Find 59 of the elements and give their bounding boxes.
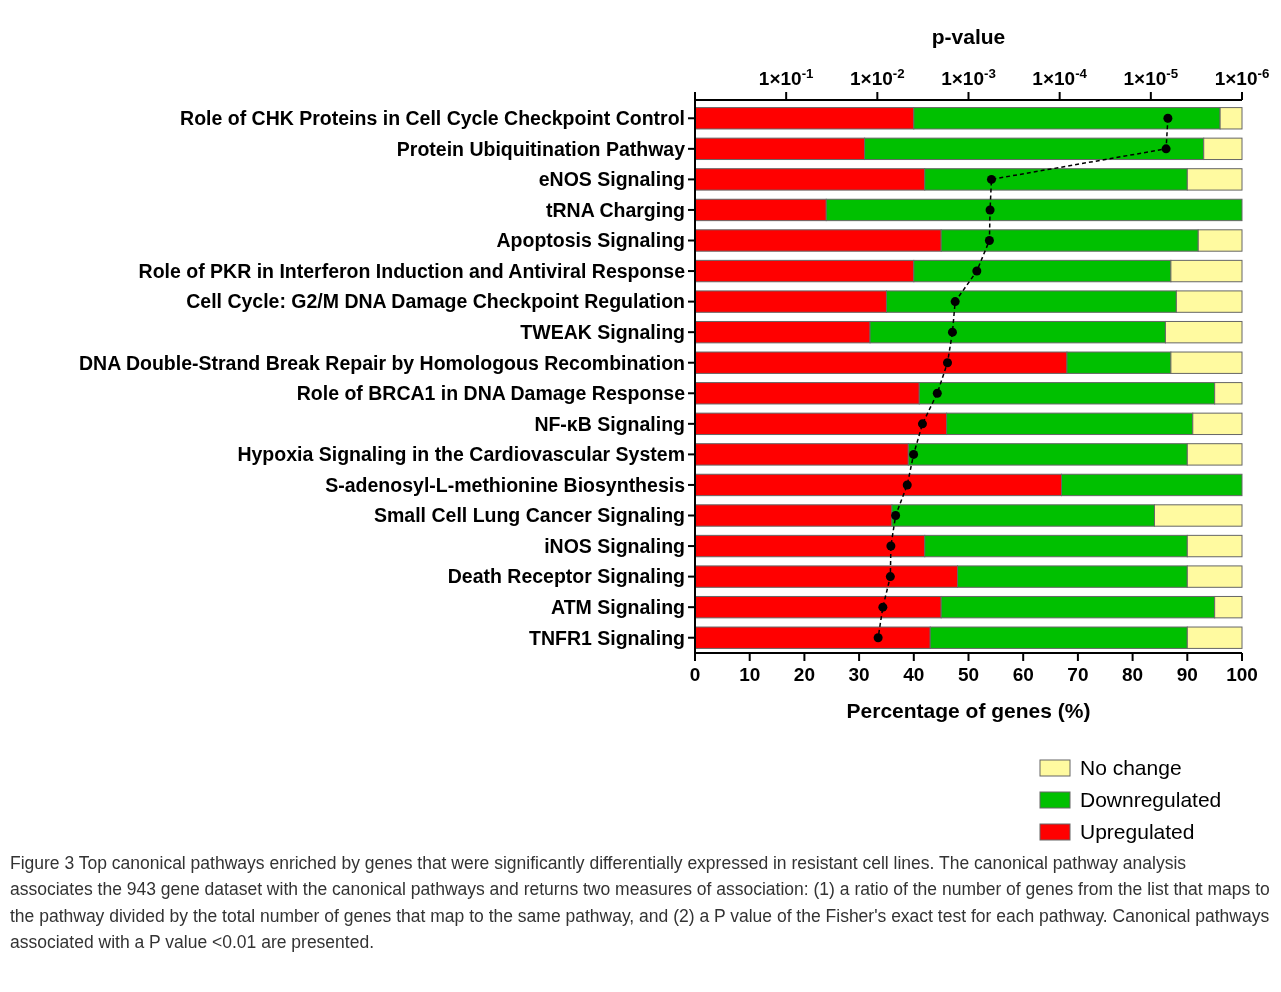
point (985, 205, 995, 215)
y-tick-label: ATM Signaling (551, 595, 685, 618)
y-tick-label: Small Cell Lung Cancer Signaling (374, 504, 685, 527)
point (878, 602, 888, 612)
y-tick-label: Death Receptor Signaling (447, 565, 685, 588)
x-tick-label: 10 (739, 664, 761, 685)
y-tick-label: Role of PKR in Interferon Induction and Antiviral Response (138, 259, 686, 282)
x2-tick-label: 1×10$^{-5}$ (1123, 65, 1179, 89)
y-tick-label: Apoptosis Signaling (496, 229, 685, 252)
point (932, 388, 942, 398)
y-tick-label: tRNA Charging (545, 198, 685, 221)
y-tick-label: iNOS Signaling (544, 534, 685, 557)
y-tick-label: TNFR1 Signaling (529, 626, 685, 649)
point (891, 511, 901, 520)
x-tick-label: 0 (689, 664, 701, 685)
x-tick-label: 90 (1176, 664, 1198, 685)
y-tick-label: Cell Cycle: G2/M DNA Damage Checkpoint Regulation (186, 290, 685, 313)
x-tick-label: 20 (793, 664, 815, 685)
caption: Figure 3 Top canonical pathways enriched by genes that were significantly differentially expressed in resistant cell lines. The canonical pathway analysis associates the 943 gene dataset with the canonical pathways and returns two measures of association: (1) a ratio of the number of genes from the list that maps to the pathway divided by the total number of genes that map to the same pathway, and (2) a P value of the Fisher's exact test for each pathway. Canonical pathways associated with a P value <0.01 are presented. (10, 852, 1271, 954)
x-tick-label: 50 (957, 664, 980, 685)
legend-label: Upregulated (1080, 820, 1195, 844)
x2-tick-label: 1×10$^{-6}$ (1214, 65, 1270, 89)
x-tick-label: 100 (1226, 664, 1258, 685)
point (950, 297, 960, 307)
y-tick-label: Protein Ubiquitination Pathway (396, 137, 686, 160)
x-tick-label: 40 (903, 664, 925, 685)
point (984, 236, 994, 245)
point (886, 541, 896, 551)
legend-label: No change (1080, 756, 1182, 780)
x-tick-label: 70 (1067, 664, 1089, 685)
point (972, 266, 982, 276)
y-tick-label: TWEAK Signaling (520, 320, 685, 343)
y-tick-label: eNOS Signaling (538, 168, 685, 191)
point (1161, 144, 1171, 154)
y-tick-label: NF-κB Signaling (534, 412, 685, 435)
point (917, 419, 927, 429)
x2-tick-label: 1×10$^{-1}$ (758, 65, 815, 89)
point (909, 449, 919, 459)
x2-tick-label: 1×10$^{-4}$ (1032, 65, 1088, 89)
legend-label: Downregulated (1080, 788, 1222, 812)
y-tick-label: DNA Double-Strand Break Repair by Homologous Recombination (78, 351, 685, 374)
chart-title: p-value (931, 25, 1006, 48)
x-tick-label: 80 (1122, 664, 1144, 685)
x-axis-title: Percentage of genes (%) (846, 699, 1091, 722)
y-tick-label: Role of CHK Proteins in Cell Cycle Checkpoint Control (180, 107, 685, 130)
x2-tick-label: 1×10$^{-2}$ (850, 65, 905, 89)
y-tick-label: S-adenosyl-L-methionine Biosynthesis (325, 473, 686, 496)
point (942, 358, 952, 368)
point (873, 633, 883, 643)
point (986, 174, 996, 184)
x2-tick-label: 1×10$^{-3}$ (941, 65, 996, 89)
point (885, 572, 895, 582)
point (902, 480, 912, 490)
y-tick-label: Hypoxia Signaling in the Cardiovascular System (237, 443, 685, 466)
point (1163, 113, 1173, 123)
y-tick-label: Role of BRCA1 in DNA Damage Response (296, 382, 686, 405)
point (947, 327, 957, 337)
x-tick-label: 60 (1012, 664, 1034, 685)
x-tick-label: 30 (848, 664, 870, 685)
